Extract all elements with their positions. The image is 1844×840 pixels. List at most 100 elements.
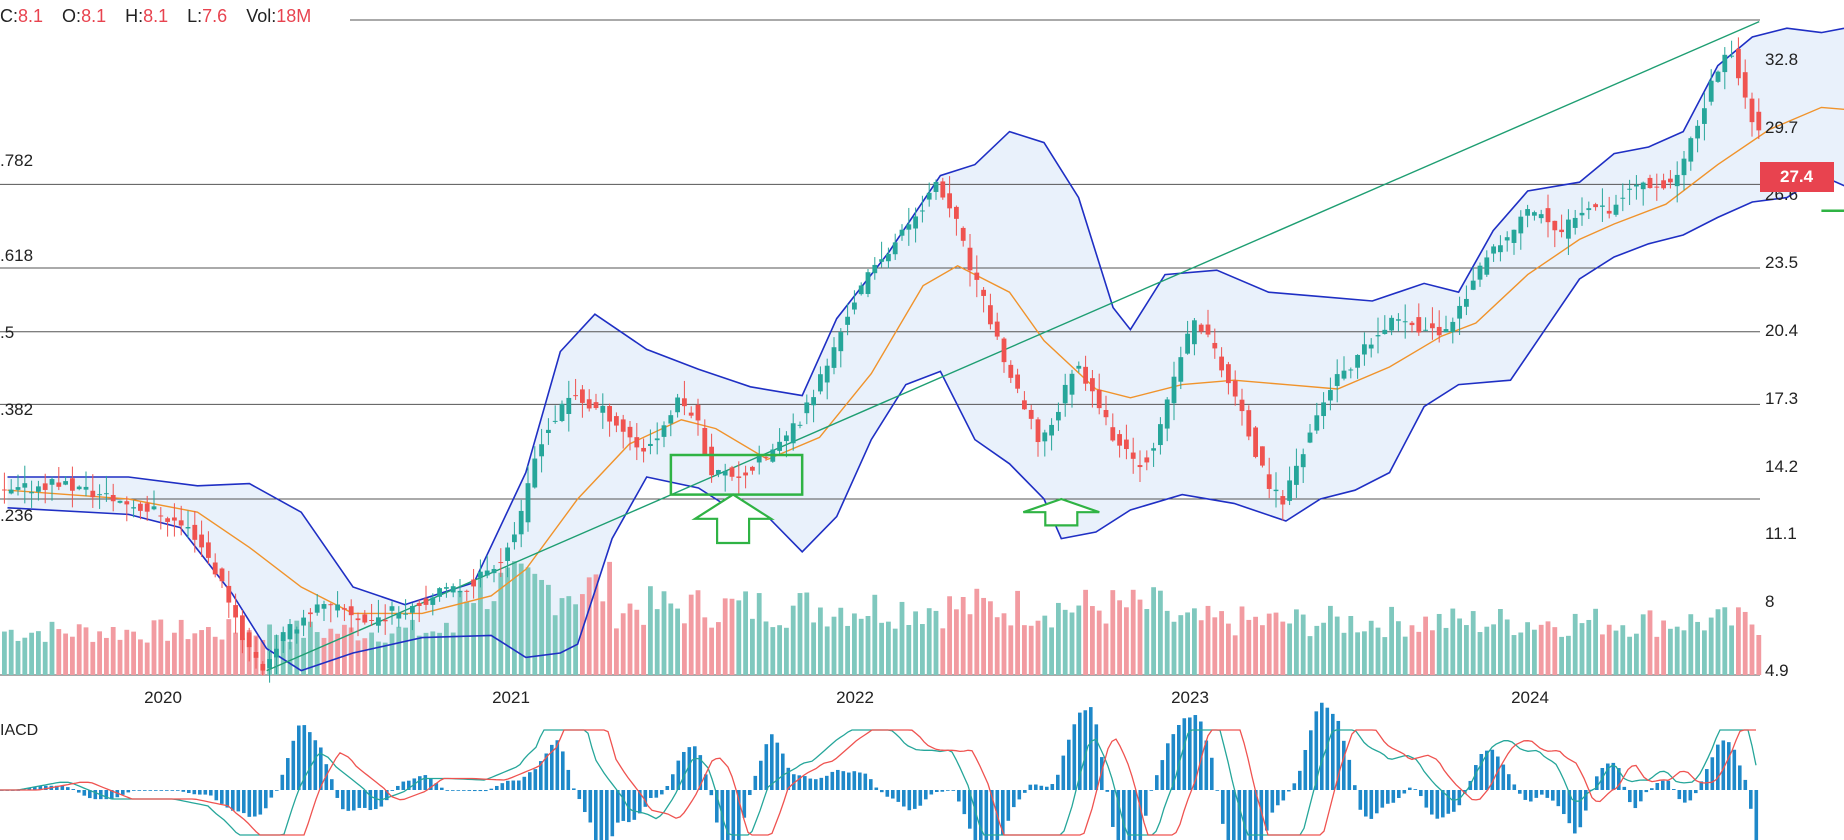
volume-bar	[151, 620, 157, 675]
candle-body	[974, 272, 980, 280]
volume-bar	[593, 574, 599, 675]
candle-body	[240, 615, 245, 641]
macd-histogram-bar	[143, 790, 147, 791]
macd-histogram-bar	[159, 790, 164, 791]
macd-histogram-bar	[1457, 790, 1462, 806]
candle-body	[42, 483, 48, 490]
candle-body	[1620, 197, 1626, 199]
candle-body	[1042, 432, 1048, 442]
candle-body	[1382, 329, 1388, 334]
volume-bar	[1368, 620, 1374, 675]
macd-histogram-bar	[1369, 790, 1374, 819]
macd-histogram-bar	[1573, 790, 1577, 834]
macd-histogram-bar	[643, 790, 648, 807]
macd-histogram-bar	[1688, 790, 1693, 801]
candle-body	[552, 420, 558, 422]
candle-body	[892, 242, 898, 255]
volume-bar	[1164, 610, 1170, 675]
macd-histogram-bar	[1122, 790, 1126, 840]
candle-body	[1300, 454, 1306, 468]
y-tick-29-7: 29.7	[1765, 118, 1799, 137]
volume-bar	[1334, 616, 1340, 675]
candle-body	[158, 515, 164, 517]
macd-histogram-bar	[803, 776, 807, 790]
candle-body	[280, 632, 286, 642]
macd-histogram-bar	[792, 774, 796, 790]
macd-histogram-bar	[467, 790, 472, 791]
volume-bar	[97, 631, 102, 675]
volume-bar	[1076, 605, 1082, 675]
candle-body	[444, 587, 449, 589]
band-fill	[7, 28, 1844, 671]
candle-body	[1722, 54, 1728, 73]
candle-body	[1715, 71, 1721, 82]
candle-body	[1260, 446, 1265, 466]
macd-histogram-bar	[324, 764, 329, 790]
candle-body	[199, 534, 204, 548]
macd-histogram-bar	[1215, 790, 1220, 791]
candle-body	[1178, 357, 1184, 382]
macd-histogram-bar	[984, 790, 989, 840]
volume-bar	[1001, 613, 1007, 675]
macd-histogram-bar	[1287, 790, 1291, 792]
macd-histogram-bar	[880, 790, 884, 793]
candle-body	[1464, 298, 1469, 307]
volume-bar	[933, 610, 939, 675]
volume-bar	[1634, 633, 1639, 675]
candle-body	[437, 588, 442, 597]
volume-bar	[1708, 617, 1714, 675]
volume-bar	[1158, 590, 1163, 675]
candle-body	[1606, 210, 1612, 214]
macd-histogram-bar	[385, 790, 389, 801]
candle-body	[172, 517, 177, 521]
volume-bar	[1307, 636, 1313, 675]
macd-histogram-bar	[1529, 790, 1533, 802]
volume-bar	[260, 639, 266, 675]
macd-histogram-bar	[1628, 790, 1632, 803]
macd-histogram-bar	[616, 790, 620, 823]
volume-bar	[811, 622, 816, 675]
candle-body	[1083, 366, 1088, 384]
macd-histogram-bar	[319, 747, 323, 790]
macd-histogram-bar	[704, 774, 708, 790]
macd-histogram-bar	[951, 790, 956, 791]
candle-body	[1314, 415, 1320, 431]
volume-bar	[1491, 624, 1496, 675]
candle-body	[763, 456, 769, 458]
macd-histogram-bar	[1512, 784, 1517, 790]
macd-histogram-bar	[434, 783, 439, 790]
macd-histogram-bar	[599, 790, 604, 840]
macd-histogram-bar	[715, 790, 719, 823]
candle-body	[328, 604, 334, 606]
volume-bar	[396, 626, 402, 675]
volume-bar	[56, 629, 62, 675]
macd-histogram-bar	[1452, 790, 1456, 812]
volume-bar	[314, 632, 320, 675]
candle-body	[1566, 219, 1571, 239]
macd-histogram-bar	[1490, 749, 1495, 790]
macd-histogram-bar	[473, 790, 477, 792]
candle-body	[29, 492, 34, 494]
candle-body	[580, 389, 585, 403]
candle-body	[1076, 365, 1082, 369]
volume-bar	[967, 614, 973, 675]
volume-bar	[892, 628, 898, 675]
volume-bar	[199, 630, 204, 675]
macd-histogram-bar	[577, 790, 582, 800]
macd-histogram-bar	[753, 775, 758, 790]
macd-histogram-bar	[1072, 724, 1077, 790]
macd-histogram-bar	[1413, 789, 1418, 790]
macd-histogram-bar	[335, 790, 340, 798]
macd-histogram-bar	[737, 790, 741, 840]
candle-body	[641, 447, 646, 452]
macd-histogram-bar	[572, 788, 576, 790]
candle-body	[852, 302, 857, 310]
macd-histogram-bar	[1402, 790, 1407, 794]
candle-body	[1396, 319, 1401, 321]
volume-bars	[2, 561, 1762, 675]
volume-label: Vol:	[246, 6, 277, 26]
candle-body	[362, 614, 368, 623]
macd-histogram-bar	[1617, 768, 1621, 790]
macd-histogram-bar	[968, 790, 972, 829]
